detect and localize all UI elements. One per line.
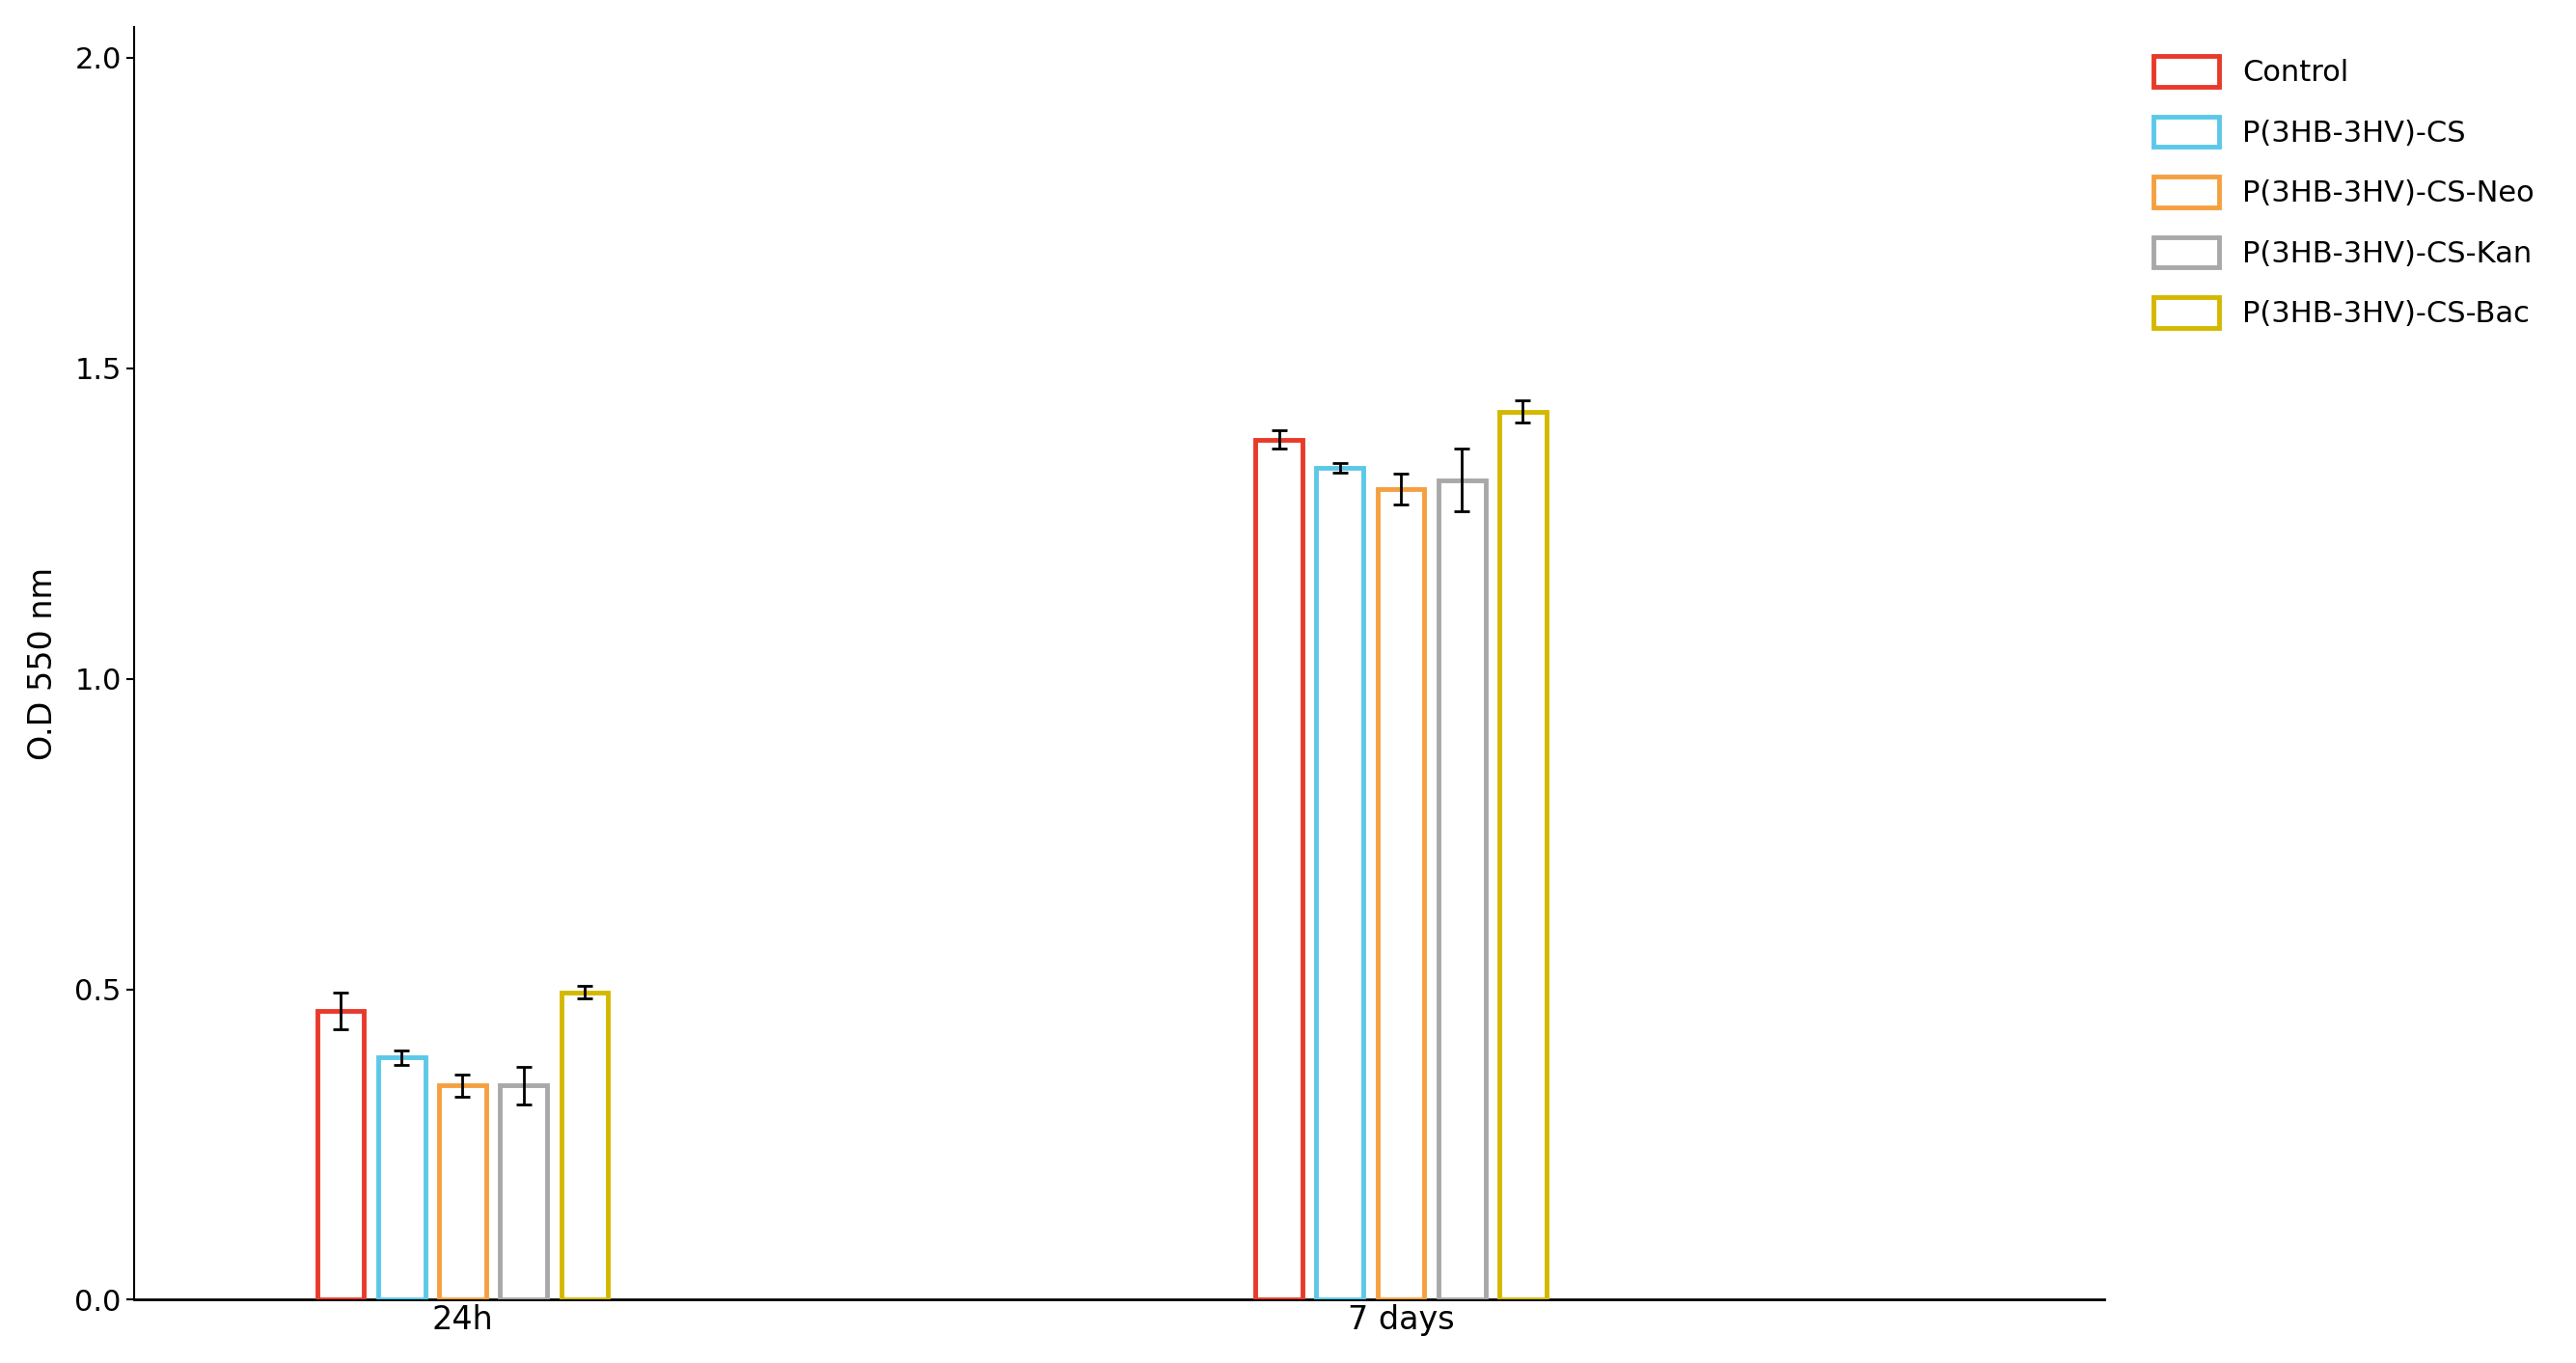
- Bar: [500, 1085, 546, 1300]
- Bar: [1378, 489, 1425, 1300]
- Bar: [1499, 412, 1546, 1300]
- Y-axis label: O.D 550 nm: O.D 550 nm: [26, 567, 59, 759]
- Bar: [562, 992, 608, 1300]
- Bar: [438, 1085, 487, 1300]
- Bar: [317, 1011, 363, 1300]
- Legend: Control, P(3HB-3HV)-CS, P(3HB-3HV)-CS-Neo, P(3HB-3HV)-CS-Kan, P(3HB-3HV)-CS-Bac: Control, P(3HB-3HV)-CS, P(3HB-3HV)-CS-Ne…: [2138, 41, 2548, 343]
- Bar: [1255, 440, 1303, 1300]
- Bar: [379, 1058, 425, 1300]
- Bar: [1316, 468, 1363, 1300]
- Bar: [1437, 480, 1486, 1300]
